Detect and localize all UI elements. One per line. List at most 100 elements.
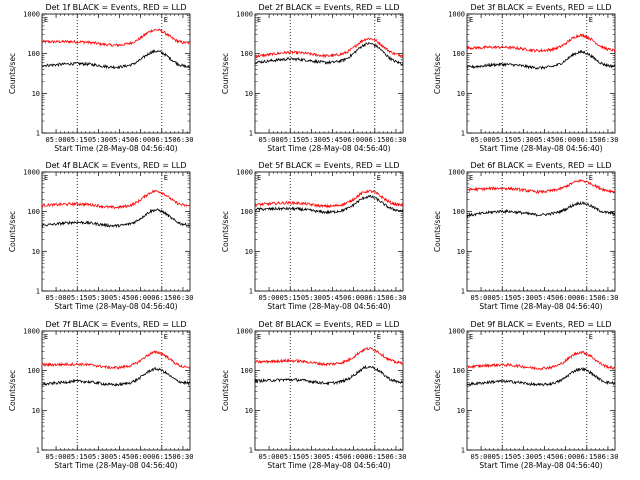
event-marker-left: E [257, 333, 261, 341]
y-axis-label: Counts/sec [221, 370, 230, 411]
x-tick-label: 06:15 [364, 294, 385, 302]
y-tick-label: 1000 [448, 169, 465, 177]
panel-title: Det 3f BLACK = Events, RED = LLD [470, 3, 611, 12]
y-tick-label: 1 [461, 447, 465, 455]
x-tick-label: 06:15 [576, 294, 597, 302]
x-axis-label: Start Time (28-May-08 04:56:40) [54, 144, 177, 153]
detector-panel-7: Det 7f BLACK = Events, RED = LLD 1 10 100 10… [8, 320, 193, 470]
x-tick-label: 06:30 [172, 453, 193, 461]
y-axis-label: Counts/sec [8, 53, 17, 94]
lld-series-line [254, 346, 404, 367]
x-tick-label: 06:15 [364, 453, 385, 461]
y-axis-label: Counts/sec [433, 370, 442, 411]
plot-frame [254, 13, 404, 134]
event-marker-right: E [377, 16, 381, 24]
event-marker-right: E [377, 333, 381, 341]
event-marker-left: E [469, 174, 473, 182]
x-tick-label: 06:15 [364, 136, 385, 144]
x-axis-label: Start Time (28-May-08 04:56:40) [479, 302, 602, 311]
events-series-line [41, 366, 191, 387]
y-tick-label: 10 [245, 248, 253, 256]
x-tick-label: 05:15 [280, 294, 301, 302]
y-tick-label: 100 [452, 367, 465, 375]
event-marker-left: E [257, 16, 261, 24]
panel-title: Det 2f BLACK = Events, RED = LLD [258, 3, 399, 12]
y-tick-label: 10 [457, 90, 465, 98]
events-series-line [466, 200, 616, 219]
y-tick-label: 10 [457, 248, 465, 256]
x-tick-label: 06:30 [597, 294, 618, 302]
x-tick-label: 06:00 [555, 453, 576, 461]
y-tick-label: 1000 [236, 169, 253, 177]
y-tick-label: 1000 [448, 328, 465, 336]
plot-frame [254, 171, 404, 292]
panel-title: Det 7f BLACK = Events, RED = LLD [45, 320, 186, 329]
y-tick-label: 1000 [448, 11, 465, 19]
x-tick-label: 06:30 [172, 136, 193, 144]
y-tick-label: 10 [32, 248, 40, 256]
x-tick-label: 05:15 [280, 453, 301, 461]
y-tick-label: 10 [245, 407, 253, 415]
x-tick-label: 05:45 [322, 136, 343, 144]
event-marker-left: E [469, 333, 473, 341]
panel-title: Det 9f BLACK = Events, RED = LLD [470, 320, 611, 329]
y-tick-label: 1 [461, 130, 465, 138]
y-tick-label: 1000 [236, 11, 253, 19]
event-marker-right: E [589, 16, 593, 24]
x-tick-label: 06:00 [343, 136, 364, 144]
x-axis-label: Start Time (28-May-08 04:56:40) [267, 144, 390, 153]
x-tick-label: 05:15 [492, 294, 513, 302]
lld-series-line [466, 350, 616, 371]
x-tick-label: 06:00 [130, 136, 151, 144]
y-tick-label: 1 [249, 130, 253, 138]
x-tick-label: 06:30 [385, 294, 406, 302]
y-tick-label: 100 [27, 367, 40, 375]
plot-frame [41, 13, 191, 134]
x-tick-label: 06:30 [597, 136, 618, 144]
y-tick-label: 100 [240, 208, 253, 216]
events-series-line [254, 41, 404, 66]
y-tick-label: 1 [36, 288, 40, 296]
detector-panel-4: Det 4f BLACK = Events, RED = LLD 1 10 100 10… [8, 161, 193, 311]
y-tick-label: 1 [461, 288, 465, 296]
y-axis-label: Counts/sec [433, 211, 442, 252]
x-tick-label: 06:00 [555, 136, 576, 144]
event-marker-right: E [164, 333, 168, 341]
x-tick-label: 06:15 [151, 453, 172, 461]
y-tick-label: 10 [457, 407, 465, 415]
event-marker-right: E [589, 174, 593, 182]
event-marker-left: E [44, 174, 48, 182]
x-tick-label: 06:30 [597, 453, 618, 461]
y-tick-label: 100 [240, 367, 253, 375]
plot-frame [466, 13, 616, 134]
y-tick-label: 100 [27, 50, 40, 58]
x-tick-label: 05:15 [67, 136, 88, 144]
x-tick-label: 05:00 [46, 136, 67, 144]
lld-series-line [254, 189, 404, 209]
y-axis-label: Counts/sec [433, 53, 442, 94]
y-tick-label: 1 [249, 288, 253, 296]
detector-panel-2: Det 2f BLACK = Events, RED = LLD 1 10 100 10… [221, 3, 406, 153]
x-tick-label: 05:30 [513, 294, 534, 302]
x-tick-label: 05:00 [471, 453, 492, 461]
detector-panel-5: Det 5f BLACK = Events, RED = LLD 1 10 100 10… [221, 161, 406, 311]
x-tick-label: 05:30 [88, 453, 109, 461]
events-series-line [41, 208, 191, 229]
x-tick-label: 05:45 [322, 294, 343, 302]
panel-title: Det 8f BLACK = Events, RED = LLD [258, 320, 399, 329]
x-tick-label: 05:45 [109, 453, 130, 461]
y-tick-label: 100 [27, 208, 40, 216]
plot-frame [466, 171, 616, 292]
x-tick-label: 05:00 [259, 136, 280, 144]
detector-panel-1: Det 1f BLACK = Events, RED = LLD 1 10 100 10… [8, 3, 193, 153]
panel-title: Det 5f BLACK = Events, RED = LLD [258, 161, 399, 170]
x-tick-label: 06:15 [151, 294, 172, 302]
x-axis-label: Start Time (28-May-08 04:56:40) [54, 302, 177, 311]
x-tick-label: 06:00 [343, 294, 364, 302]
x-tick-label: 06:00 [343, 453, 364, 461]
x-tick-label: 06:30 [172, 294, 193, 302]
plot-frame [41, 330, 191, 451]
lld-series-line [41, 28, 191, 48]
x-tick-label: 05:45 [534, 294, 555, 302]
panel-title: Det 4f BLACK = Events, RED = LLD [45, 161, 186, 170]
